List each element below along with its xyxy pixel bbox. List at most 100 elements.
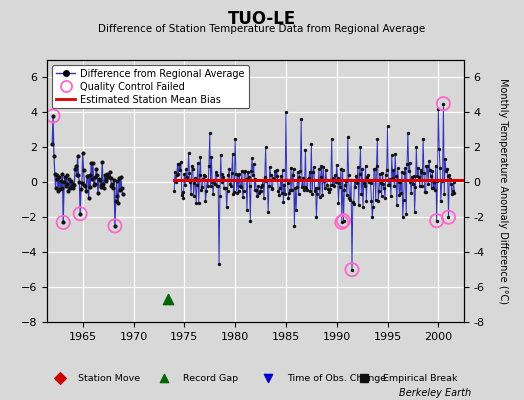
Point xyxy=(180,171,189,177)
Point xyxy=(79,167,88,173)
Point xyxy=(91,180,99,187)
Point xyxy=(231,135,239,142)
Point xyxy=(77,186,85,192)
Point xyxy=(208,179,216,186)
Point xyxy=(118,191,127,197)
Point xyxy=(330,183,339,190)
Point xyxy=(361,183,369,189)
Point xyxy=(292,207,300,214)
Point xyxy=(49,113,57,119)
Point xyxy=(227,183,235,190)
Point xyxy=(395,192,403,198)
Point xyxy=(263,177,271,184)
Point xyxy=(248,155,256,162)
Point xyxy=(440,191,449,197)
Point xyxy=(179,195,188,201)
Point xyxy=(204,182,212,189)
Point xyxy=(234,172,242,178)
Point xyxy=(182,166,190,173)
Point xyxy=(373,135,381,142)
Point xyxy=(294,190,303,197)
Point xyxy=(334,200,343,206)
Point xyxy=(315,166,323,172)
Point xyxy=(388,175,397,181)
Point xyxy=(283,180,292,186)
Point xyxy=(381,195,389,201)
Point xyxy=(65,176,73,182)
Point xyxy=(320,178,328,184)
Point xyxy=(244,169,252,175)
Text: Berkeley Earth: Berkeley Earth xyxy=(399,388,472,398)
Point xyxy=(347,176,355,183)
Point xyxy=(376,171,384,177)
Point xyxy=(359,204,367,210)
Point xyxy=(256,188,265,195)
Point xyxy=(414,165,422,172)
Point xyxy=(186,178,194,185)
Point xyxy=(257,184,266,190)
Point xyxy=(183,176,192,183)
Point xyxy=(263,178,271,184)
Text: Empirical Break: Empirical Break xyxy=(383,374,457,383)
Point xyxy=(318,163,326,169)
Point xyxy=(418,183,427,189)
Point xyxy=(91,174,100,180)
Point xyxy=(421,189,430,196)
Point xyxy=(333,162,341,168)
Point xyxy=(354,164,362,170)
Point xyxy=(92,166,101,173)
Point xyxy=(100,185,108,191)
Point xyxy=(51,184,60,191)
Point xyxy=(444,214,453,220)
Point xyxy=(202,188,211,195)
Point xyxy=(82,188,90,194)
Point xyxy=(223,203,231,210)
Point xyxy=(67,177,75,184)
Point xyxy=(55,174,63,180)
Point xyxy=(59,219,68,226)
Point xyxy=(385,182,394,188)
Point xyxy=(419,135,427,142)
Text: TUO-LE: TUO-LE xyxy=(228,10,296,28)
Point xyxy=(386,176,394,183)
Point xyxy=(54,188,62,194)
Point xyxy=(199,175,207,182)
Point xyxy=(90,182,98,188)
Point xyxy=(282,109,290,116)
Point xyxy=(84,172,92,179)
Point xyxy=(298,184,306,190)
Point xyxy=(377,192,386,199)
Point xyxy=(351,184,359,191)
Point xyxy=(333,175,342,181)
Point xyxy=(346,197,354,203)
Point xyxy=(296,168,304,174)
Point xyxy=(366,180,375,187)
Point xyxy=(425,167,434,173)
Point xyxy=(114,200,123,206)
Point xyxy=(207,154,215,160)
Point xyxy=(115,175,123,182)
Point xyxy=(89,159,97,166)
Point xyxy=(243,207,251,213)
Point xyxy=(56,375,64,382)
Point xyxy=(226,181,234,187)
Point xyxy=(58,184,66,191)
Point xyxy=(374,198,383,204)
Point xyxy=(259,176,267,183)
Point xyxy=(245,174,253,180)
Point xyxy=(447,180,455,187)
Point xyxy=(337,219,346,226)
Point xyxy=(399,214,407,220)
Y-axis label: Monthly Temperature Anomaly Difference (°C): Monthly Temperature Anomaly Difference (… xyxy=(498,78,508,304)
Point xyxy=(319,164,328,170)
Point xyxy=(352,173,361,179)
Point xyxy=(336,184,344,190)
Point xyxy=(113,193,122,200)
Point xyxy=(364,172,372,178)
Point xyxy=(389,167,398,173)
Point xyxy=(172,172,181,179)
Point xyxy=(343,192,351,198)
Point xyxy=(212,172,221,179)
Point xyxy=(58,170,67,177)
Point xyxy=(445,171,454,178)
